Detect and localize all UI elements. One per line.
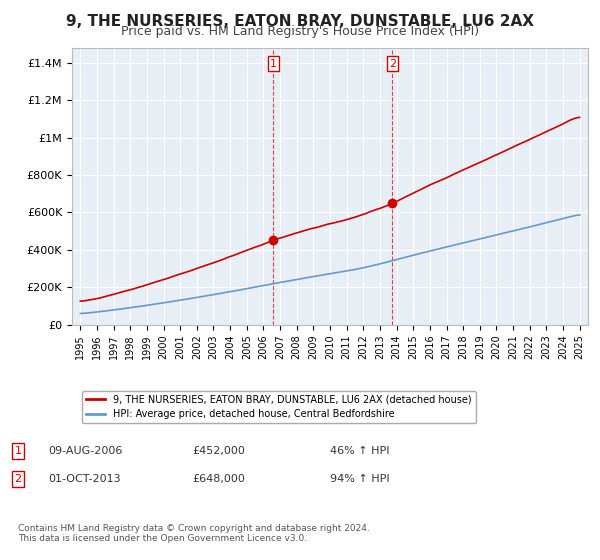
Text: 46% ↑ HPI: 46% ↑ HPI: [330, 446, 389, 456]
Legend: 9, THE NURSERIES, EATON BRAY, DUNSTABLE, LU6 2AX (detached house), HPI: Average : 9, THE NURSERIES, EATON BRAY, DUNSTABLE,…: [82, 391, 476, 423]
Text: 1: 1: [270, 59, 277, 69]
Text: 1: 1: [14, 446, 22, 456]
Text: £452,000: £452,000: [192, 446, 245, 456]
Text: 94% ↑ HPI: 94% ↑ HPI: [330, 474, 389, 484]
Text: 09-AUG-2006: 09-AUG-2006: [48, 446, 122, 456]
Text: 9, THE NURSERIES, EATON BRAY, DUNSTABLE, LU6 2AX: 9, THE NURSERIES, EATON BRAY, DUNSTABLE,…: [66, 14, 534, 29]
Text: Price paid vs. HM Land Registry's House Price Index (HPI): Price paid vs. HM Land Registry's House …: [121, 25, 479, 38]
Text: Contains HM Land Registry data © Crown copyright and database right 2024.
This d: Contains HM Land Registry data © Crown c…: [18, 524, 370, 543]
Text: 01-OCT-2013: 01-OCT-2013: [48, 474, 121, 484]
Text: 2: 2: [389, 59, 396, 69]
Text: 2: 2: [14, 474, 22, 484]
Text: £648,000: £648,000: [192, 474, 245, 484]
